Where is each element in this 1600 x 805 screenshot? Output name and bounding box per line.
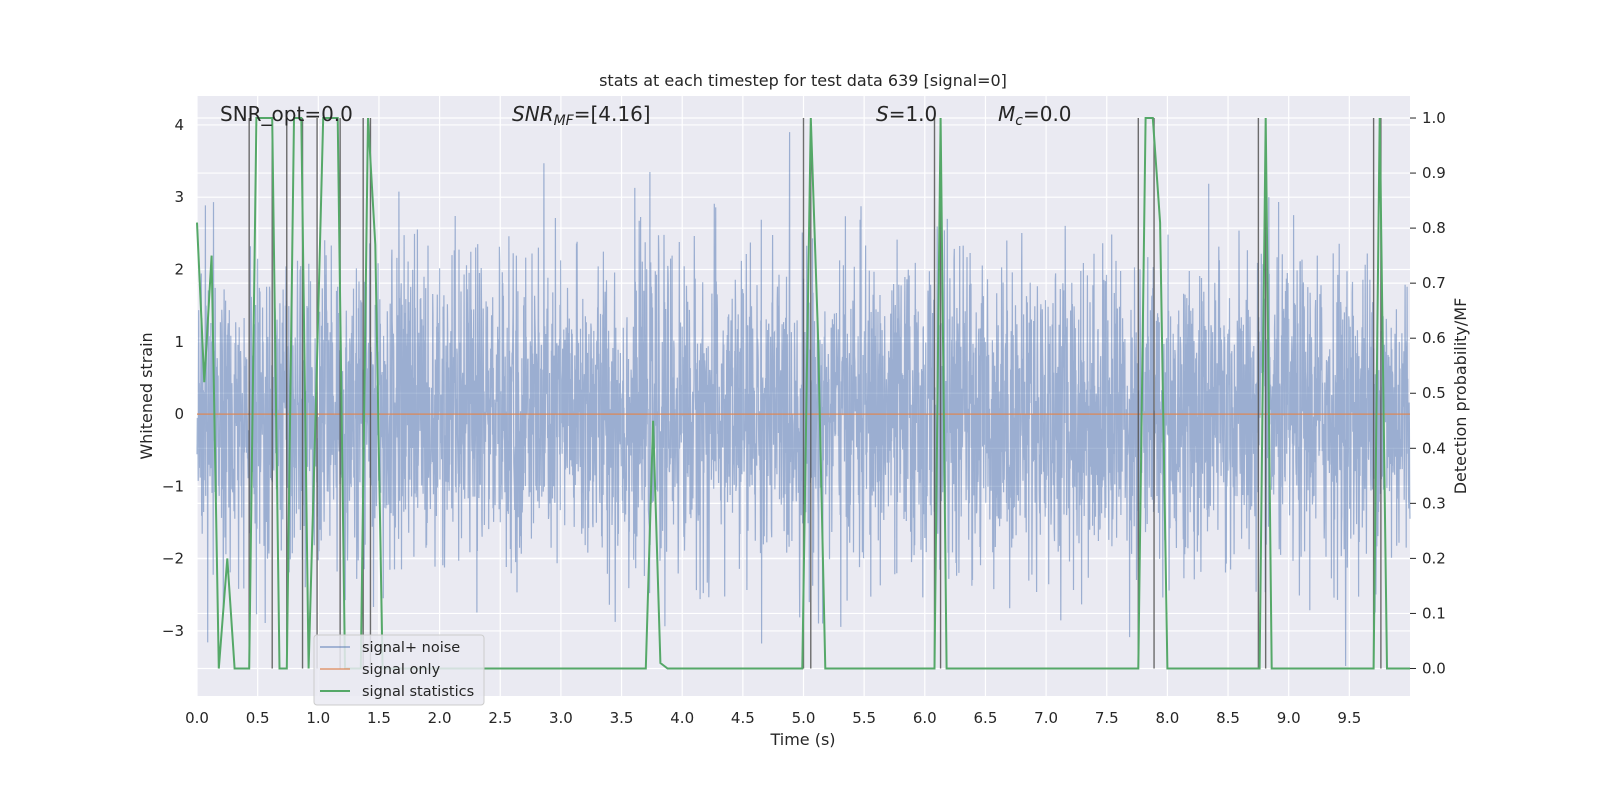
x-tick-label: 0.5 xyxy=(246,709,270,727)
x-tick-label: 6.0 xyxy=(913,709,937,727)
x-tick-label: 2.0 xyxy=(428,709,452,727)
x-tick-label: 3.0 xyxy=(549,709,573,727)
legend-label-signal-noise: signal+ noise xyxy=(362,640,460,656)
snr-mf-annotation: SNRMF=[4.16] xyxy=(512,102,651,129)
x-tick-label: 1.0 xyxy=(306,709,330,727)
y-right-tick-label: 1.0 xyxy=(1422,109,1446,127)
y-tick-label: 1 xyxy=(174,333,184,351)
legend-box xyxy=(313,634,485,706)
x-tick-label: 9.0 xyxy=(1277,709,1301,727)
y-right-tick-label: 0.9 xyxy=(1422,164,1446,182)
x-tick-label: 4.5 xyxy=(731,709,755,727)
snr-mf-label: SNR xyxy=(512,102,554,126)
legend: signal+ noise signal only signal statist… xyxy=(313,634,485,706)
x-tick-label: 8.0 xyxy=(1155,709,1179,727)
x-tick-label: 7.5 xyxy=(1095,709,1119,727)
y-right-tick-label: 0.1 xyxy=(1422,604,1446,622)
snr-opt-annotation: SNR_opt=0.0 xyxy=(220,102,353,126)
y-tick-label: 3 xyxy=(174,188,184,206)
y-right-tick-label: 0.6 xyxy=(1422,329,1446,347)
x-tick-label: 2.5 xyxy=(488,709,512,727)
mc-label: M xyxy=(998,102,1015,126)
y-right-tick-label: 0.3 xyxy=(1422,494,1446,512)
s-value: =1.0 xyxy=(889,102,938,126)
x-tick-label: 1.5 xyxy=(367,709,391,727)
x-axis-title: Time (s) xyxy=(769,730,835,749)
x-tick-label: 4.0 xyxy=(670,709,694,727)
y-right-axis-title: Detection probability/MF xyxy=(1451,298,1470,495)
y-right-tick-label: 0.5 xyxy=(1422,384,1446,402)
s-label: S xyxy=(876,102,889,126)
y-axis-ticks: 4 3 2 1 0 −1 −2 −3 xyxy=(162,116,184,640)
mc-sub: c xyxy=(1015,113,1023,129)
x-tick-label: 5.5 xyxy=(852,709,876,727)
y-tick-label: −1 xyxy=(162,477,184,495)
y-right-tick-label: 0.7 xyxy=(1422,274,1446,292)
y-right-tick-label: 0.2 xyxy=(1422,549,1446,567)
y-tick-label: 2 xyxy=(174,260,184,278)
x-tick-label: 0.0 xyxy=(185,709,209,727)
snr-mf-sub: MF xyxy=(554,113,575,129)
x-tick-label: 6.5 xyxy=(974,709,998,727)
y-right-tick-label: 0.4 xyxy=(1422,439,1446,457)
x-tick-label: 3.5 xyxy=(610,709,634,727)
x-tick-label: 5.0 xyxy=(792,709,816,727)
mc-annotation: Mc=0.0 xyxy=(998,102,1072,129)
y-tick-label: −2 xyxy=(162,550,184,568)
y-tick-label: 0 xyxy=(174,405,184,423)
legend-label-signal-statistics: signal statistics xyxy=(362,684,474,700)
y-right-tick-label: 0.8 xyxy=(1422,219,1446,237)
y-axis-title: Whitened strain xyxy=(137,332,156,459)
x-tick-label: 7.0 xyxy=(1034,709,1058,727)
legend-label-signal-only: signal only xyxy=(362,662,441,678)
y-tick-label: 4 xyxy=(174,116,184,134)
snr-mf-value: =[4.16] xyxy=(574,102,651,126)
chart-title: stats at each timestep for test data 639… xyxy=(599,71,1007,90)
x-tick-label: 9.5 xyxy=(1337,709,1361,727)
x-axis-ticks: 0.0 0.5 1.0 1.5 2.0 2.5 3.0 3.5 4.0 4.5 5.0 5.5 6.0 6… xyxy=(185,709,1361,727)
s-annotation: S=1.0 xyxy=(876,102,937,126)
y-right-tick-label: 0.0 xyxy=(1422,659,1446,677)
mc-value: =0.0 xyxy=(1023,102,1072,126)
y-right-axis-ticks: 1.0 0.9 0.8 0.7 0.6 0.5 0.4 0.3 0.2 0.1 0.0 xyxy=(1410,109,1446,677)
x-tick-label: 8.5 xyxy=(1216,709,1240,727)
y-tick-label: −3 xyxy=(162,622,184,640)
